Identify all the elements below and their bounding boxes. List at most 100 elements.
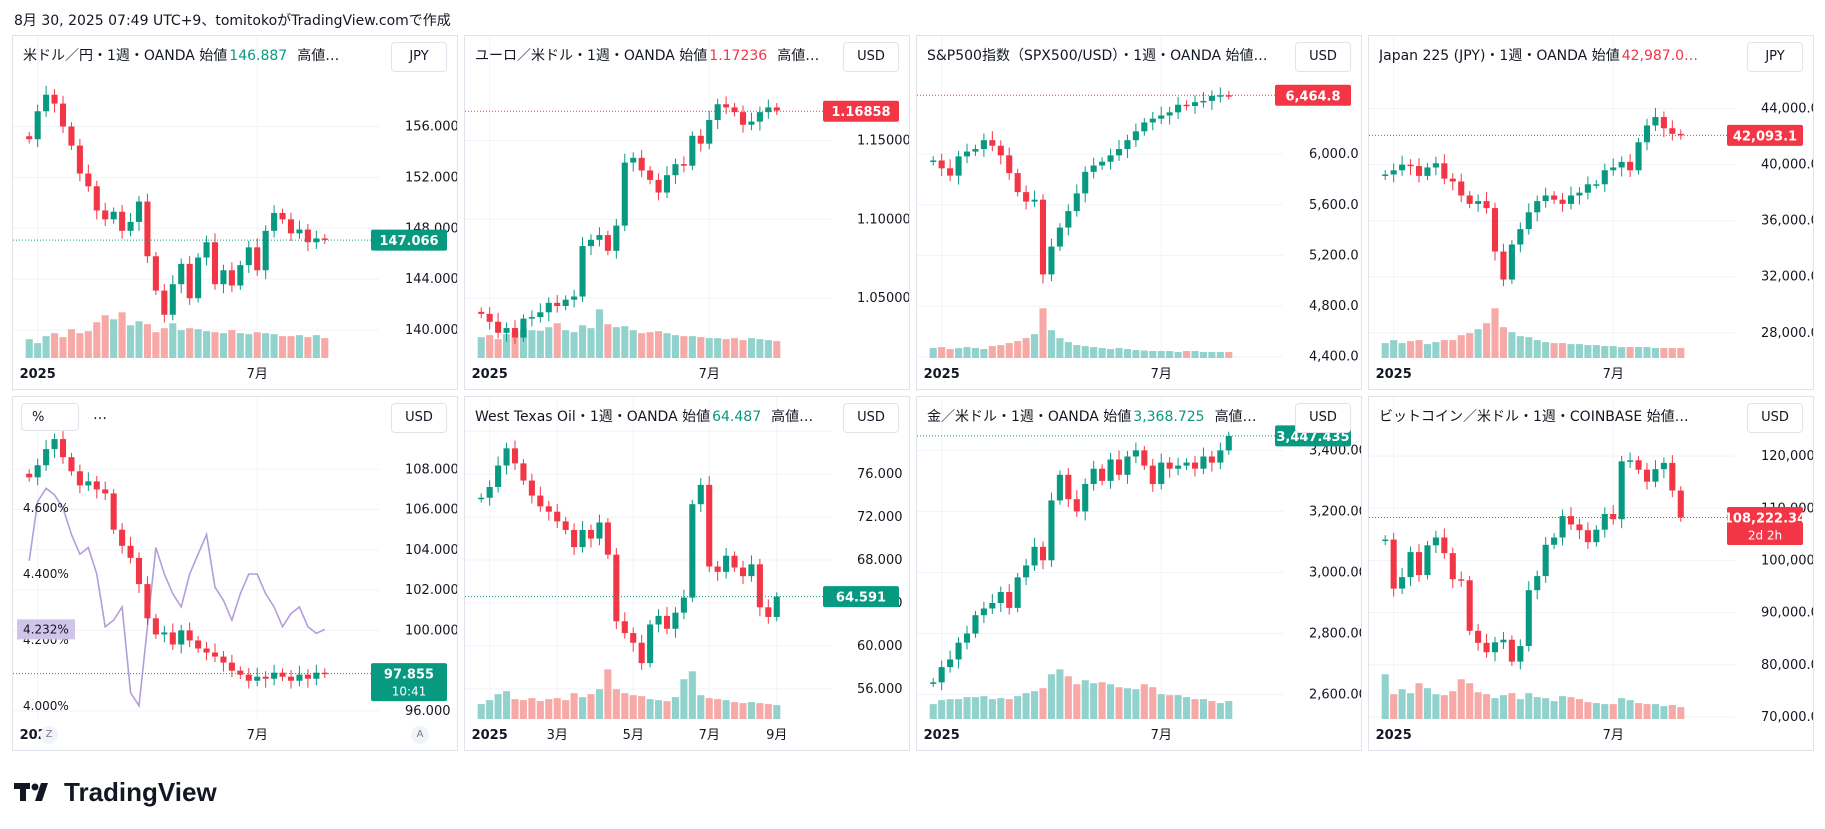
candle-body [1601, 514, 1608, 530]
volume-bar [714, 338, 722, 358]
candle-body [1551, 195, 1558, 200]
candle-body [587, 529, 595, 539]
currency-button[interactable]: USD [1747, 403, 1803, 433]
chart-canvas[interactable]: 4,400.0 4,800.0 5,200.0 5,600.0 6,000.0 6,464… [917, 36, 1362, 390]
candle-body [34, 465, 41, 478]
volume-bar [963, 697, 971, 719]
currency-button[interactable]: USD [843, 42, 899, 72]
chart-panel-wti[interactable]: 56.00060.00064.00068.00072.00076.00064.5… [464, 396, 910, 751]
chart-panel-gold[interactable]: 2,600.000 2,800.000 3,000.000 3,200.000 3,40… [916, 396, 1362, 751]
candle-body [1065, 474, 1072, 500]
time-axis-label: 7月 [699, 367, 720, 382]
chart-panel-jp225[interactable]: 28,000.0 32,000.0 36,000.0 40,000.0 44,000.0… [1368, 35, 1814, 390]
volume-bar [1157, 351, 1165, 358]
volume-bar [722, 700, 730, 719]
chart-canvas[interactable]: 1.05000 1.10000 1.15000 1.16858 2025 7月 [465, 36, 910, 390]
volume-bar [477, 337, 485, 358]
candle-body [220, 656, 227, 663]
volume-bar [1039, 308, 1047, 358]
candle-body [271, 213, 278, 231]
chart-canvas[interactable]: 56.00060.00064.00068.00072.00076.00064.5… [465, 397, 910, 751]
volume-bar [1056, 669, 1064, 719]
symbol-title[interactable]: Japan 225 (JPY)・1週・OANDA 始値 42,987.0… [1379, 45, 1698, 65]
price-axis-tick-label: 60.000 [857, 639, 903, 654]
price-axis-tick-label: 100,000.00 [1761, 553, 1814, 568]
candle-body [630, 633, 637, 643]
volume-bar [1609, 346, 1617, 358]
volume-bar [553, 698, 561, 719]
candle-body [127, 545, 134, 558]
symbol-title[interactable]: 米ドル／円・1週・OANDA 始値 146.887 高値… [23, 45, 339, 65]
volume-bar [579, 697, 587, 719]
candle-body [596, 235, 603, 240]
symbol-title[interactable]: S&P500指数（SPX500/USD）・1週・OANDA 始値… [927, 45, 1268, 65]
currency-button[interactable]: USD [843, 403, 899, 433]
volume-bar [587, 328, 595, 358]
volume-bar [494, 694, 502, 719]
volume-bar [971, 348, 979, 358]
open-value: 146.887 [229, 48, 288, 64]
yield-badge-label: 4.232% [23, 622, 69, 636]
symbol-title[interactable]: … [93, 407, 107, 423]
time-axis-label: 2025 [472, 728, 508, 743]
percent-scale-button[interactable]: % [21, 403, 79, 431]
candle-body [1424, 167, 1431, 176]
volume-bar [1677, 707, 1685, 719]
volume-bar [1542, 342, 1550, 358]
candle-body [655, 615, 662, 625]
chart-panel-spx[interactable]: 4,400.0 4,800.0 5,200.0 5,600.0 6,000.0 6,464… [916, 35, 1362, 390]
candle-body [663, 175, 671, 193]
last-price-label: 42,093.1 [1733, 129, 1797, 144]
volume-bar [1432, 342, 1440, 358]
currency-button[interactable]: USD [1295, 403, 1351, 433]
candle-body [955, 156, 962, 176]
chart-canvas[interactable]: 28,000.0 32,000.0 36,000.0 40,000.0 44,000.0… [1369, 36, 1814, 390]
candle-body [287, 219, 295, 234]
candle-body [613, 225, 620, 251]
price-axis-tick-label: 5,200.0 [1309, 248, 1359, 263]
symbol-title[interactable]: West Texas Oil・1週・OANDA 始値 64.487 高値… [475, 406, 813, 426]
candle-body [963, 151, 971, 157]
volume-bar [1575, 699, 1583, 719]
candle-body [503, 448, 510, 466]
last-price-label: 97.855 [384, 668, 434, 683]
chart-panel-btc[interactable]: 70,000.0080,000.0090,000.00100,000.00110… [1368, 396, 1814, 751]
candle-body [1082, 483, 1089, 512]
symbol-title[interactable]: ビットコイン／米ドル・1週・COINBASE 始値… [1379, 406, 1689, 426]
volume-bar [1005, 343, 1013, 358]
candle-body [144, 201, 151, 257]
high-label: 高値… [771, 409, 814, 425]
currency-button[interactable]: JPY [1747, 42, 1803, 72]
currency-button[interactable]: JPY [391, 42, 447, 72]
volume-bar [67, 329, 75, 358]
volume-bar [705, 698, 713, 719]
volume-bar [570, 332, 578, 358]
last-price-label: 64.591 [836, 591, 886, 606]
zoom-scale-badge[interactable]: Z [40, 726, 58, 744]
candle-body [930, 682, 937, 684]
candle-body [947, 168, 954, 176]
volume-bar [1090, 683, 1098, 719]
currency-button[interactable]: USD [391, 403, 447, 433]
currency-button[interactable]: USD [1295, 42, 1351, 72]
volume-bar [595, 689, 603, 719]
auto-scale-badge[interactable]: A [411, 726, 429, 744]
chart-panel-bond[interactable]: 4.000% 4.200% 4.400% 4.600% 4.232% 96.000 100.… [12, 396, 458, 751]
candle-body [1618, 161, 1625, 168]
volume-bar [1208, 352, 1216, 358]
symbol-title[interactable]: 金／米ドル・1週・OANDA 始値 3,368.725 高値… [927, 406, 1257, 426]
chart-canvas[interactable]: 70,000.0080,000.0090,000.00100,000.00110… [1369, 397, 1814, 751]
volume-bar [988, 699, 996, 719]
chart-panel-eurusd[interactable]: 1.05000 1.10000 1.15000 1.16858 2025 7月 ユーロ／米ド… [464, 35, 910, 390]
symbol-title[interactable]: ユーロ／米ドル・1週・OANDA 始値 1.17236 高値… [475, 45, 819, 65]
candle-body [638, 642, 645, 664]
last-price-label: 147.066 [379, 234, 438, 249]
candle-body [621, 162, 628, 226]
volume-bar [1660, 706, 1668, 719]
candle-body [93, 186, 100, 211]
chart-canvas[interactable]: 2,600.000 2,800.000 3,000.000 3,200.000 3,40… [917, 397, 1362, 751]
chart-canvas[interactable]: 140.000144.000148.000152.000156.000147.0… [13, 36, 458, 390]
candle-body [528, 317, 535, 319]
chart-canvas[interactable]: 4.000%4.200%4.400%4.600%4.232%96.000100.… [13, 397, 458, 751]
chart-panel-usdjpy[interactable]: 140.000 144.000 148.000 152.000 156.000 147.0… [12, 35, 458, 390]
